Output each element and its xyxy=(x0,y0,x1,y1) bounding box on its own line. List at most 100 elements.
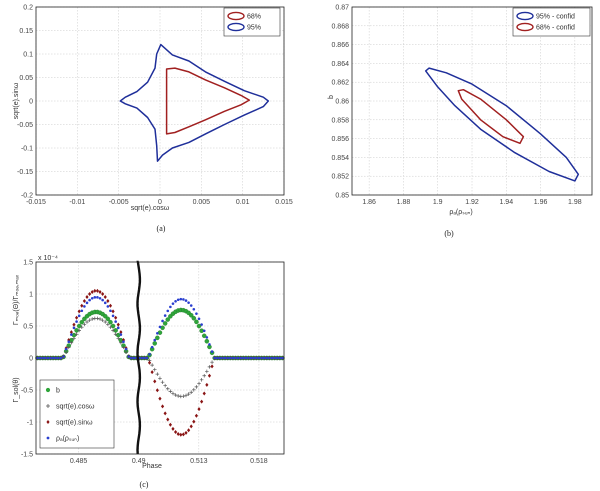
data-point xyxy=(201,333,207,339)
data-point xyxy=(147,360,152,365)
panel-a-legend: 68% 95% xyxy=(223,7,281,37)
data-point xyxy=(270,356,274,360)
data-point xyxy=(57,356,60,360)
panel-a-xlabel: sqrt(e).cosω xyxy=(131,205,170,212)
data-point xyxy=(157,330,163,335)
data-point xyxy=(64,347,68,351)
y-tick-label: -0.1 xyxy=(21,146,33,153)
x-tick-label: -0.005 xyxy=(109,199,129,206)
data-point xyxy=(121,337,126,342)
data-point xyxy=(186,392,191,396)
y-tick-label: 0.854 xyxy=(331,155,349,162)
panel-a-frame xyxy=(35,6,285,196)
panel-a-ylabel: sqrt(e).sinω xyxy=(13,82,20,119)
panel-c-frame xyxy=(35,261,285,455)
legend-swatch xyxy=(46,436,50,440)
data-point xyxy=(90,289,94,294)
data-point xyxy=(197,407,201,412)
data-point xyxy=(213,356,216,360)
data-point xyxy=(77,328,81,333)
legend-entry: sqrt(e).cosω xyxy=(56,404,95,411)
data-point xyxy=(156,331,159,335)
data-point xyxy=(106,322,110,327)
data-point xyxy=(184,299,188,302)
data-point xyxy=(82,322,87,327)
y-tick-label: -1.5 xyxy=(21,452,33,459)
data-point xyxy=(242,356,245,360)
data-point xyxy=(160,404,165,409)
data-point xyxy=(195,312,198,315)
data-point xyxy=(155,372,160,376)
legend-swatch xyxy=(227,22,245,32)
data-point xyxy=(176,394,180,398)
data-point xyxy=(162,321,168,326)
panel-c-transit-line xyxy=(136,260,142,455)
data-point xyxy=(87,318,92,323)
y-tick-label: 0.85 xyxy=(335,193,349,200)
data-point xyxy=(163,383,167,388)
data-point xyxy=(231,356,235,360)
data-point xyxy=(187,301,190,304)
y-tick-label: -0.5 xyxy=(21,388,33,395)
data-point xyxy=(98,296,102,300)
data-point xyxy=(171,391,175,396)
data-point xyxy=(166,417,170,422)
legend-swatch xyxy=(516,22,534,32)
data-point xyxy=(75,320,78,323)
data-point xyxy=(64,350,68,354)
data-point xyxy=(109,309,112,313)
data-point xyxy=(197,381,201,386)
data-point xyxy=(66,345,71,350)
data-point xyxy=(161,319,164,323)
data-point xyxy=(124,350,128,354)
panel-c: 0.485 0.49 0.513 0.518 -1.5 -1 -0.5 0 0.5 1 1.5 x … xyxy=(13,255,285,489)
data-point xyxy=(82,316,87,322)
data-point xyxy=(51,356,55,360)
data-point xyxy=(101,298,104,302)
y-tick-label: 0.87 xyxy=(335,5,349,12)
data-point xyxy=(273,356,276,360)
data-point xyxy=(98,289,102,294)
data-point xyxy=(150,370,154,375)
legend-swatch xyxy=(45,387,51,393)
data-point xyxy=(168,389,173,394)
data-point xyxy=(69,340,74,345)
data-point xyxy=(44,356,47,360)
data-point xyxy=(173,429,178,434)
data-point xyxy=(205,336,209,339)
data-point xyxy=(192,419,196,424)
y-tick-label: -0.15 xyxy=(17,169,33,176)
data-point xyxy=(179,432,183,437)
panel-a-contours xyxy=(119,43,270,162)
data-point xyxy=(165,386,170,391)
data-point xyxy=(59,356,63,360)
data-point xyxy=(85,295,89,300)
data-point xyxy=(174,299,177,303)
data-point xyxy=(102,313,108,319)
panel-c-markers xyxy=(35,288,285,437)
y-tick-label: 0.864 xyxy=(331,61,349,68)
data-point xyxy=(207,373,212,378)
data-point xyxy=(158,376,162,381)
y-tick-label: 0 xyxy=(29,99,33,106)
panel-b-frame xyxy=(351,6,593,196)
legend-entry: 68% - confid xyxy=(536,25,575,32)
data-point xyxy=(189,304,193,307)
legend-swatch xyxy=(46,404,50,408)
y-tick-label: 0.5 xyxy=(23,324,33,331)
data-point xyxy=(41,356,45,360)
data-point xyxy=(72,326,76,330)
panel-b-legend: 95% - confid 68% - confid xyxy=(512,7,591,37)
data-point xyxy=(194,413,199,418)
data-point xyxy=(194,319,199,325)
data-point xyxy=(247,356,250,360)
data-point xyxy=(127,355,130,358)
data-point xyxy=(83,305,86,308)
y-tick-label: -0.2 xyxy=(21,193,33,200)
data-point xyxy=(111,309,115,314)
panel-b: 1.86 1.88 1.9 1.92 1.94 1.96 1.98 0.85 0.852 0.85… xyxy=(328,5,593,238)
data-point xyxy=(108,319,113,325)
data-point xyxy=(108,303,113,308)
data-point xyxy=(200,323,203,326)
